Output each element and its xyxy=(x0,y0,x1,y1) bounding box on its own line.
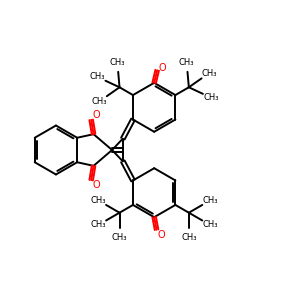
Text: CH₃: CH₃ xyxy=(202,220,218,230)
Text: O: O xyxy=(157,230,165,240)
Text: CH₃: CH₃ xyxy=(201,69,217,78)
Text: CH₃: CH₃ xyxy=(91,220,106,230)
Text: O: O xyxy=(92,180,100,190)
Text: O: O xyxy=(92,110,100,120)
Text: CH₃: CH₃ xyxy=(90,72,105,81)
Text: CH₃: CH₃ xyxy=(179,58,194,68)
Text: O: O xyxy=(158,63,166,73)
Text: CH₃: CH₃ xyxy=(181,233,196,242)
Text: CH₃: CH₃ xyxy=(110,58,125,68)
Text: CH₃: CH₃ xyxy=(112,233,127,242)
Text: CH₃: CH₃ xyxy=(203,93,219,102)
Text: CH₃: CH₃ xyxy=(202,196,218,205)
Text: CH₃: CH₃ xyxy=(91,196,106,205)
Text: CH₃: CH₃ xyxy=(92,97,107,106)
